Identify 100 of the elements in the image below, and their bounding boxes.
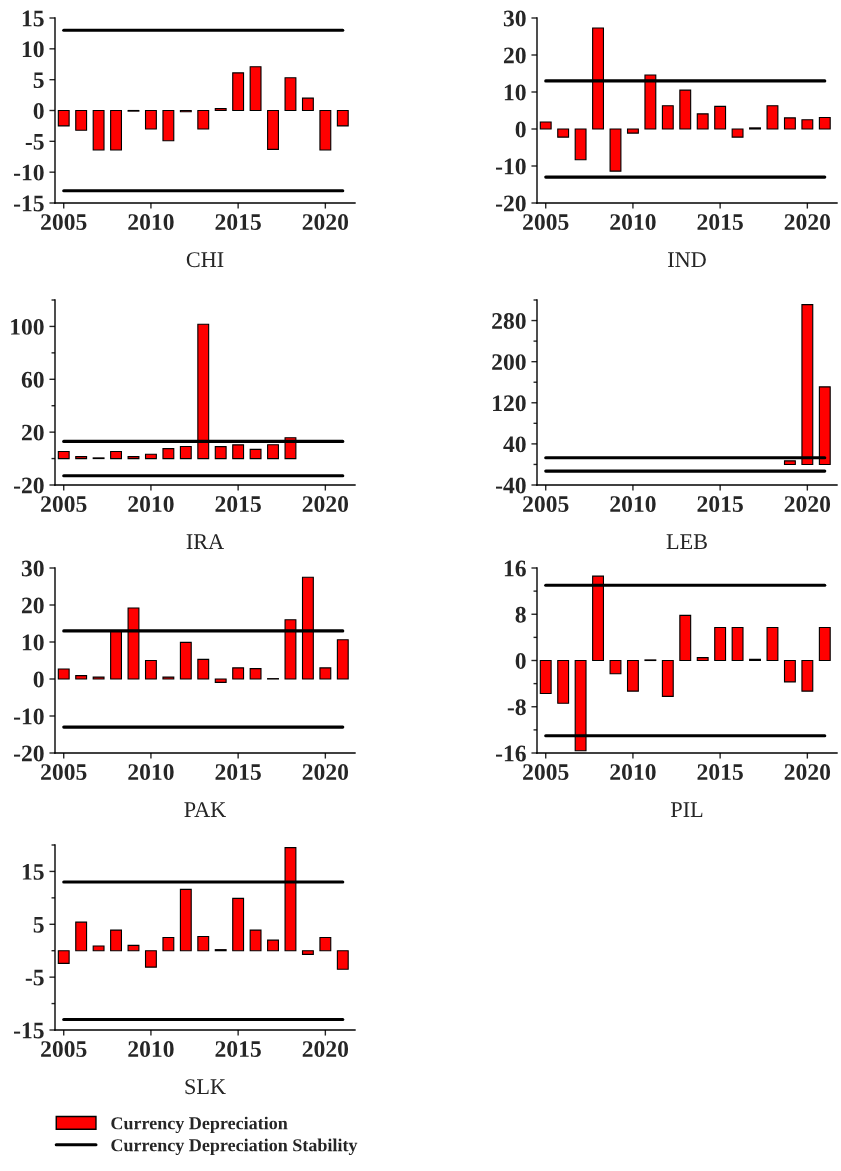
bar [731,626,744,662]
bar [818,626,831,662]
bar [284,77,297,112]
bar [249,668,262,680]
x-axis-title: CHI [186,252,224,268]
y-tick-label: 100 [11,318,44,335]
bar [214,446,227,460]
y-tick-label: 40 [503,436,526,453]
bar [197,658,210,680]
y-tick-label: 30 [503,10,526,27]
bar [75,109,88,131]
bar [539,121,552,130]
bar [144,659,157,680]
y-tick-label: 15 [22,864,44,880]
x-tick-label: 2005 [523,764,569,781]
x-tick-label: 2010 [128,496,174,513]
bar [249,448,262,460]
y-tick-label: 30 [21,560,44,577]
x-tick-label: 2010 [610,496,656,513]
legend-label: Currency Depreciation [111,1116,288,1134]
y-tick-label: -16 [495,745,526,762]
y-tick-label: 200 [492,354,526,371]
bar [336,109,349,127]
y-tick-label: 280 [492,313,526,329]
x-axis-title: IRA [186,534,224,549]
y-tick-label: -40 [495,477,526,494]
x-tick-label: 2005 [41,214,87,231]
y-tick-label: 15 [22,10,44,27]
bar [197,935,210,952]
x-axis-title: IND [668,252,706,267]
x-tick-label: 2010 [610,214,656,231]
y-tick-label: 5 [33,72,44,89]
bar [609,659,622,675]
bar [267,109,279,150]
x-tick-label: 2015 [215,764,261,781]
bar [319,936,332,952]
bar [336,950,349,970]
bar [249,66,262,112]
bar [162,109,175,142]
x-tick-label: 2005 [523,214,569,231]
bar [609,128,622,172]
bar [232,897,245,952]
x-tick-label: 2005 [41,496,87,513]
y-tick-label: 0 [515,652,526,669]
bar [57,950,70,964]
bar [783,117,796,130]
x-tick-label: 2015 [215,214,261,231]
bar [267,939,279,952]
y-tick-label: -10 [13,708,44,725]
bar [661,105,674,130]
bar [557,128,570,138]
bar [92,109,105,151]
bar [557,659,570,704]
bar [714,626,727,662]
x-tick-label: 2005 [41,1041,87,1058]
bar [336,639,349,680]
bar [801,119,814,130]
bar [144,109,157,130]
y-tick-label: 20 [21,424,44,441]
x-tick-label: 2005 [523,496,569,513]
x-tick-label: 2010 [128,214,174,231]
x-tick-label: 2015 [697,764,743,781]
y-tick-label: 20 [21,597,44,614]
bar [731,128,744,138]
x-tick-label: 2020 [302,214,349,231]
bar [574,128,587,161]
x-tick-label: 2015 [215,1041,261,1058]
bar [679,89,692,130]
bar [110,450,123,460]
bar [179,445,192,460]
bar [696,657,709,662]
bar [249,929,262,952]
bar [197,109,210,130]
y-tick-label: -8 [507,699,526,716]
bar [301,97,314,112]
bar [766,626,779,662]
bar [626,659,639,692]
bar [801,659,814,692]
bar [214,678,227,683]
bar [162,936,175,952]
bar [110,109,123,151]
bar [818,116,831,130]
legend-label: Currency Depreciation Stability [111,1138,358,1156]
bar [232,72,245,112]
bar [696,113,709,130]
bar [110,929,123,952]
y-tick-label: -5 [25,969,44,986]
bar [144,950,157,968]
x-tick-label: 2015 [697,496,743,513]
y-tick-label: -20 [13,477,44,494]
bar [783,659,796,683]
y-tick-label: 5 [33,917,44,933]
y-tick-label: 10 [504,84,526,101]
y-tick-label: -15 [13,1022,44,1039]
y-tick-label: 10 [22,41,44,58]
bar [75,921,88,952]
bar [57,450,70,460]
bar [127,944,140,952]
bar [626,128,639,134]
y-tick-label: 10 [22,634,44,651]
